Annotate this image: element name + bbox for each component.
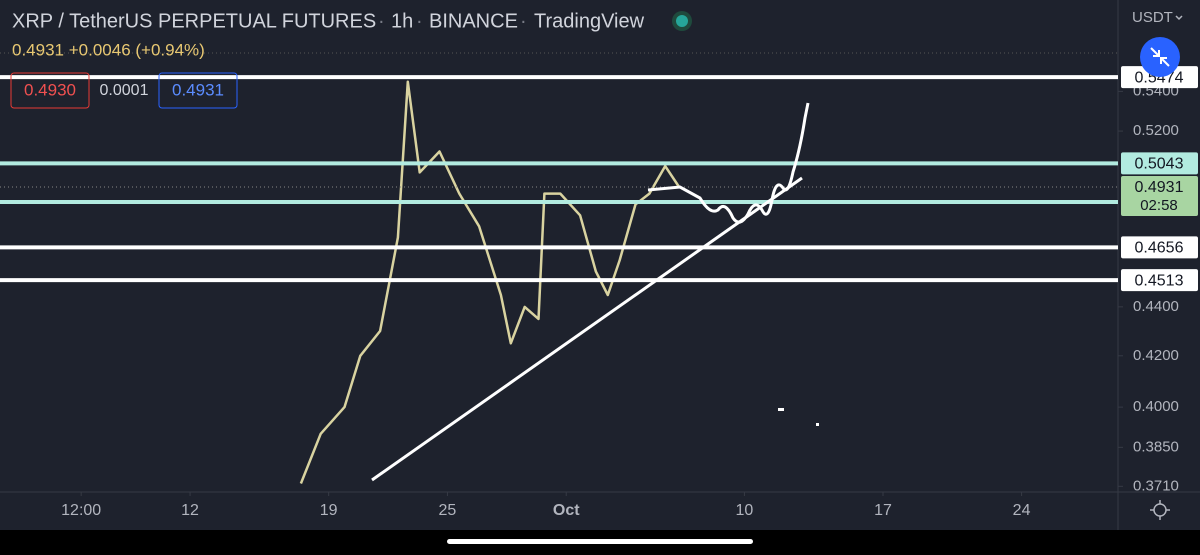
last-price-label: 0.4931	[1135, 179, 1184, 196]
ask[interactable]: 0.4931	[172, 80, 224, 99]
platform: TradingView	[534, 10, 645, 32]
quote: 0.4931 +0.0046 (+0.94%)	[12, 40, 205, 59]
interval: 1h	[391, 10, 413, 32]
chevron	[1175, 15, 1183, 21]
level-label: 0.5043	[1135, 156, 1184, 173]
scale-icon-arrows	[1150, 47, 1170, 67]
y-tick-label: 0.4000	[1133, 398, 1179, 415]
y-tick-label: 0.4200	[1133, 347, 1179, 364]
plot	[0, 75, 1118, 484]
price-line	[299, 80, 681, 484]
scale-icon-bg	[1140, 37, 1180, 77]
trend-line	[371, 176, 803, 482]
separator: ·	[416, 10, 423, 32]
separator: ·	[378, 10, 385, 32]
spread: 0.0001	[100, 82, 149, 99]
x-tick-label: 12:00	[61, 502, 101, 519]
mark	[778, 408, 784, 411]
y-tick-label: 0.3850	[1133, 438, 1179, 455]
status-dot	[676, 15, 688, 27]
level-label: 0.4656	[1135, 240, 1184, 257]
ask-button[interactable]	[158, 72, 238, 109]
x-tick-label: 25	[439, 502, 457, 519]
mark	[816, 423, 819, 426]
gear-teeth	[1150, 500, 1170, 520]
settings-icon[interactable]	[1150, 500, 1170, 520]
separator: ·	[520, 10, 527, 32]
currency[interactable]: USDT	[1132, 9, 1173, 26]
x-tick-label: 10	[736, 502, 754, 519]
x-tick-label: 24	[1013, 502, 1031, 519]
level-label: 0.4513	[1135, 272, 1184, 289]
y-tick-label: 0.4400	[1133, 298, 1179, 315]
y-tick-label: 0.3710	[1133, 477, 1179, 494]
level-label: 0.5474	[1135, 69, 1184, 86]
background	[0, 0, 1200, 530]
bid[interactable]: 0.4930	[24, 80, 76, 99]
level-label-box	[1121, 236, 1198, 259]
countdown: 02:58	[1140, 197, 1178, 214]
level-label-box	[1121, 66, 1198, 89]
exchange: BINANCE	[429, 10, 518, 32]
last-price-box	[1121, 175, 1198, 216]
scale-icon[interactable]	[1140, 37, 1180, 77]
symbol: XRP / TetherUS PERPETUAL FUTURES	[12, 10, 376, 32]
level-label-box	[1121, 152, 1198, 175]
x-tick-label: 17	[874, 502, 892, 519]
level-label-box	[1121, 269, 1198, 292]
y-tick-label: 0.5200	[1133, 122, 1179, 139]
bid-button[interactable]	[10, 72, 90, 109]
x-tick-label: 12	[181, 502, 199, 519]
x-tick-label: Oct	[553, 502, 580, 519]
drawn-projection	[647, 102, 810, 224]
x-tick-label: 19	[320, 502, 338, 519]
home-indicator[interactable]	[447, 539, 753, 544]
